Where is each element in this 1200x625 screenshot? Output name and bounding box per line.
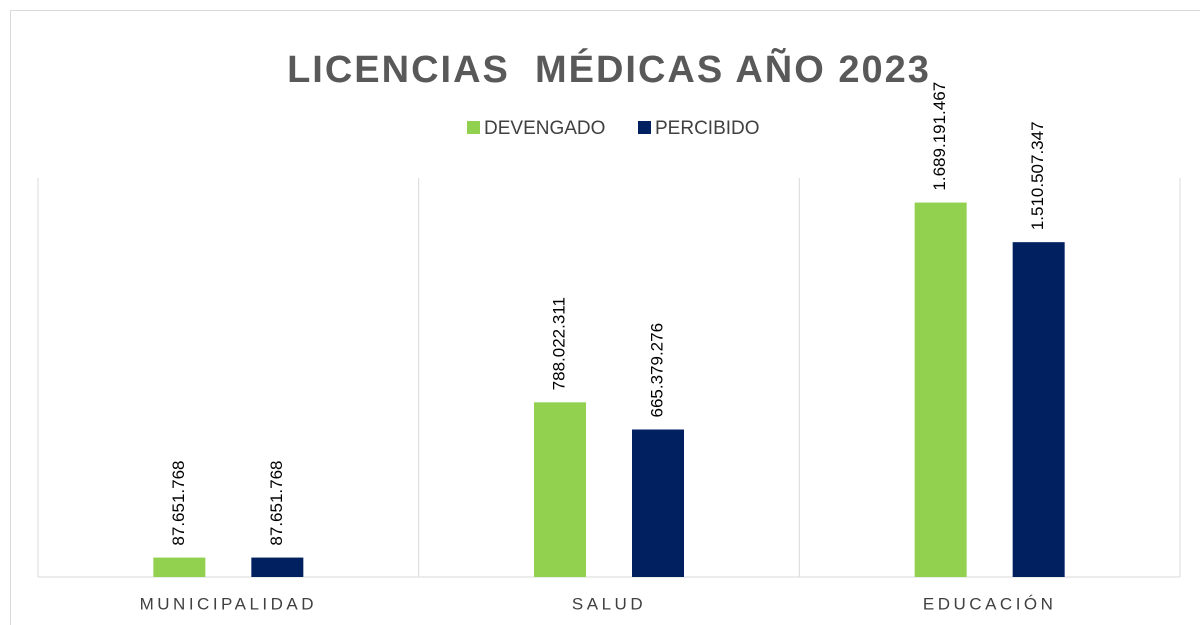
bar: [1012, 242, 1065, 577]
x-tick-label: MUNICIPALIDAD: [140, 594, 317, 613]
data-label: 1.510.507.347: [1028, 121, 1047, 230]
x-tick-label: SALUD: [572, 594, 646, 613]
data-label: 1.689.191.467: [930, 82, 949, 191]
data-label: 87.651.768: [267, 460, 286, 545]
data-label: 87.651.768: [169, 460, 188, 545]
bar: [914, 202, 967, 577]
chart-title: LICENCIAS MÉDICAS AÑO 2023: [287, 47, 931, 91]
data-label: 788.022.311: [549, 297, 568, 390]
chart-border: [10, 10, 1200, 625]
bar: [632, 429, 684, 577]
x-tick-label: EDUCACIÓN: [923, 594, 1057, 613]
legend-label: DEVENGADO: [484, 118, 605, 139]
bar: [153, 557, 206, 577]
data-label: 665.379.276: [647, 323, 666, 418]
legend-label: PERCIBIDO: [655, 118, 760, 139]
bar: [251, 557, 304, 577]
legend-swatch: [638, 121, 651, 134]
bar: [534, 402, 586, 577]
legend-swatch: [467, 121, 480, 134]
